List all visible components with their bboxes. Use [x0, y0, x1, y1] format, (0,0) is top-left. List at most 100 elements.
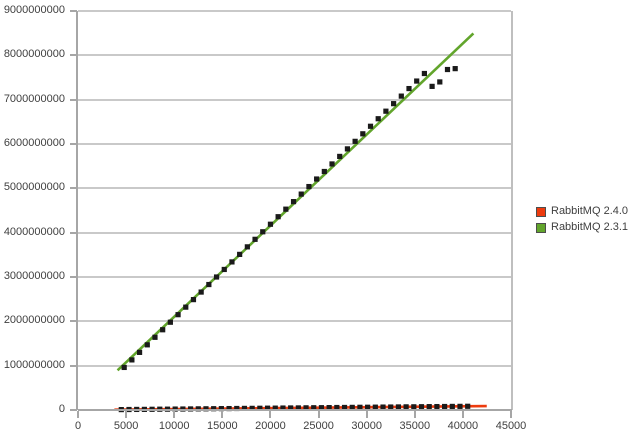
legend-label: RabbitMQ 2.4.0 [551, 205, 629, 217]
data-point [352, 138, 358, 144]
data-point [329, 161, 335, 167]
y-tick-mark [70, 10, 77, 12]
y-tick-label: 4000000000 [3, 225, 65, 238]
data-point [229, 259, 235, 265]
data-point [365, 404, 371, 410]
legend-item[interactable]: RabbitMQ 2.4.0 [536, 205, 628, 218]
x-tick-mark [317, 411, 320, 418]
y-axis-line [76, 11, 78, 410]
x-tick-mark [77, 411, 79, 418]
data-point [367, 123, 374, 129]
data-point [183, 304, 189, 310]
data-point [398, 93, 404, 99]
y-tick-mark [70, 364, 77, 367]
data-point [136, 349, 143, 355]
data-point [160, 327, 166, 333]
legend-swatch-icon [536, 222, 546, 233]
x-tick-mark [365, 411, 368, 418]
data-point [187, 406, 194, 412]
data-point [206, 281, 212, 288]
data-point [341, 404, 348, 411]
data-point [198, 289, 204, 295]
data-point [280, 405, 286, 411]
x-tick-mark [510, 411, 512, 418]
x-tick-mark [221, 411, 224, 418]
x-tick-mark [461, 411, 464, 418]
plot-frame [78, 11, 513, 410]
data-point [195, 406, 201, 412]
x-tick-label: 40000 [447, 420, 479, 432]
data-point [414, 78, 420, 84]
data-point [452, 66, 458, 72]
data-point [349, 404, 355, 410]
data-point [421, 70, 427, 77]
y-tick-mark [70, 98, 77, 101]
data-point [334, 404, 340, 411]
data-point [326, 405, 332, 411]
data-point [211, 406, 217, 412]
x-axis-line [78, 409, 512, 411]
plot-area [78, 10, 513, 413]
data-point [318, 405, 325, 411]
x-tick-mark [173, 411, 176, 418]
y-tick-mark [70, 231, 77, 234]
y-tick-label: 1000000000 [3, 358, 65, 371]
data-point [295, 405, 301, 411]
data-point [337, 153, 343, 160]
y-tick-mark [70, 54, 77, 57]
data-point [380, 404, 386, 410]
gridline-horizontal [78, 10, 511, 12]
data-point [283, 206, 289, 212]
y-tick-label: 5000000000 [3, 181, 65, 194]
gridline-horizontal [78, 364, 511, 367]
data-point [434, 403, 440, 410]
data-point [344, 146, 351, 152]
y-tick-label: 3000000000 [3, 270, 65, 282]
x-tick-label: 45000 [495, 420, 527, 432]
legend-label: RabbitMQ 2.3.1 [551, 221, 629, 233]
y-tick-mark [70, 320, 77, 323]
data-point [221, 266, 227, 273]
data-point [234, 405, 240, 412]
y-tick-label: 7000000000 [3, 92, 65, 105]
data-point [298, 191, 304, 197]
data-point [260, 229, 266, 235]
x-tick-label: 25000 [303, 420, 334, 432]
data-point [144, 342, 150, 348]
data-point [465, 403, 471, 409]
data-point [395, 404, 402, 410]
series-2 [116, 32, 475, 372]
x-tick-label: 30000 [351, 420, 382, 432]
y-tick-label: 6000000000 [3, 137, 65, 149]
data-point [264, 405, 271, 411]
data-point [275, 214, 281, 220]
x-tick-mark [269, 411, 272, 418]
data-point [213, 274, 220, 280]
data-point [129, 357, 135, 363]
x-tick-label: 10000 [158, 420, 190, 432]
data-point [357, 404, 363, 410]
data-point [267, 221, 274, 227]
data-point [429, 83, 435, 89]
legend-item[interactable]: RabbitMQ 2.3.1 [536, 221, 628, 234]
data-point [203, 406, 209, 412]
data-point [249, 405, 255, 411]
series-layer [114, 32, 487, 413]
y-tick-label: 0 [58, 403, 65, 415]
data-point [360, 131, 366, 137]
data-point [418, 404, 425, 410]
data-point [442, 403, 448, 410]
x-tick-label: 5000 [113, 420, 139, 432]
data-point [457, 403, 463, 409]
data-point [444, 66, 451, 73]
y-tick-label: 2000000000 [3, 314, 65, 327]
data-point [437, 79, 443, 85]
x-tick-mark [413, 411, 416, 418]
data-point [388, 404, 394, 410]
gridline-horizontal [78, 98, 511, 101]
data-point [403, 404, 409, 410]
x-tick-mark [125, 411, 128, 418]
data-point [237, 251, 243, 257]
data-point [288, 405, 294, 411]
